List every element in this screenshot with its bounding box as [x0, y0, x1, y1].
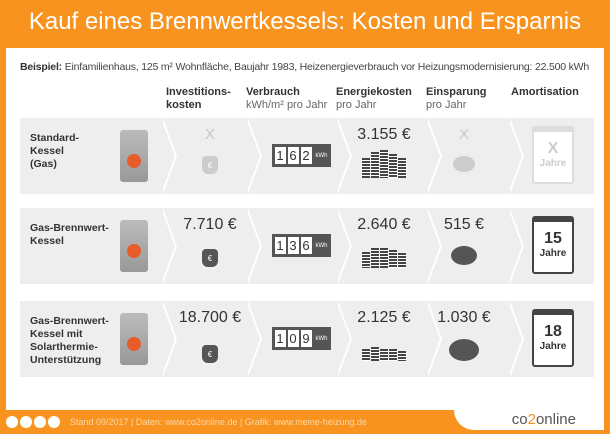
- chevron-divider: [161, 301, 177, 377]
- consumption-meter: 1 0 9 kWh: [271, 327, 331, 350]
- savings-value: 515 €: [443, 216, 485, 233]
- chevron-divider: [161, 118, 177, 194]
- energy-cost-value: 3.155 €: [357, 126, 411, 143]
- row-label: Gas-Brennwert- Kessel: [30, 222, 109, 247]
- footer: Stand 09/2017 | Daten: www.co2online.de …: [0, 410, 610, 434]
- consumption-meter: 1 3 6 kWh: [271, 234, 331, 257]
- calendar-icon: 18 Jahre: [532, 309, 574, 367]
- chevron-divider: [426, 301, 442, 377]
- chevron-divider: [336, 208, 352, 284]
- investment-value: X: [204, 126, 215, 143]
- piggy-bank-icon: [451, 246, 477, 265]
- savings-value: 1.030 €: [437, 309, 491, 326]
- calendar-icon: 15 Jahre: [532, 216, 574, 274]
- money-bag-icon: €: [202, 249, 218, 267]
- example-text: Einfamilienhaus, 125 m² Wohnfläche, Bauj…: [64, 61, 590, 73]
- boiler-icon: [120, 130, 148, 182]
- chevron-divider: [508, 118, 524, 194]
- column-header: Amortisation: [511, 86, 579, 98]
- boiler-icon: [120, 313, 148, 365]
- piggy-bank-icon: [449, 339, 479, 361]
- consumption-meter: 1 6 2 kWh: [271, 144, 331, 167]
- boiler-row: Standard- Kessel (Gas) X € 1 6 2 kWh 3.155 € X…: [20, 118, 594, 194]
- boiler-row: Gas-Brennwert- Kessel mit Solarthermie-Unt…: [20, 301, 594, 377]
- chevron-divider: [246, 208, 262, 284]
- money-bag-icon: €: [202, 156, 218, 174]
- calendar-icon: X Jahre: [532, 126, 574, 184]
- chevron-divider: [426, 208, 442, 284]
- savings-value: X: [458, 126, 469, 143]
- coin-stack-icon: [344, 333, 424, 361]
- energy-cost-value: 2.640 €: [357, 216, 411, 233]
- column-header: Investitions-kosten: [166, 86, 231, 111]
- chevron-divider: [161, 208, 177, 284]
- footer-text: Stand 09/2017 | Daten: www.co2online.de …: [70, 417, 367, 427]
- money-bag-icon: €: [202, 345, 218, 363]
- chevron-divider: [336, 118, 352, 194]
- page-title: Kauf eines Brennwertkessels: Kosten und …: [28, 8, 582, 35]
- column-header: Verbrauch kWh/m² pro Jahr: [246, 86, 328, 111]
- row-label: Gas-Brennwert- Kessel mit Solarthermie-Unt…: [30, 315, 109, 366]
- coin-stack-icon: [344, 240, 424, 268]
- boiler-icon: [120, 220, 148, 272]
- column-header: Energiekosten pro Jahr: [336, 86, 412, 111]
- co2online-logo: co2online: [454, 410, 604, 430]
- coin-stack-icon: [344, 150, 424, 178]
- boiler-row: Gas-Brennwert- Kessel 7.710 € € 1 3 6 kWh 2.6…: [20, 208, 594, 284]
- chevron-divider: [508, 301, 524, 377]
- example-line: Beispiel: Einfamilienhaus, 125 m² Wohnfl…: [20, 61, 589, 73]
- chevron-divider: [508, 208, 524, 284]
- example-label: Beispiel:: [20, 61, 62, 73]
- chevron-divider: [336, 301, 352, 377]
- content-panel: Beispiel: Einfamilienhaus, 125 m² Wohnfl…: [6, 48, 604, 410]
- creative-commons-icons: [6, 416, 60, 428]
- investment-value: 7.710 €: [183, 216, 237, 233]
- chevron-divider: [246, 301, 262, 377]
- column-header: Einsparung pro Jahr: [426, 86, 487, 111]
- row-label: Standard- Kessel (Gas): [30, 132, 80, 170]
- piggy-bank-icon: [453, 156, 475, 172]
- chevron-divider: [246, 118, 262, 194]
- chevron-divider: [426, 118, 442, 194]
- energy-cost-value: 2.125 €: [357, 309, 411, 326]
- investment-value: 18.700 €: [178, 309, 242, 326]
